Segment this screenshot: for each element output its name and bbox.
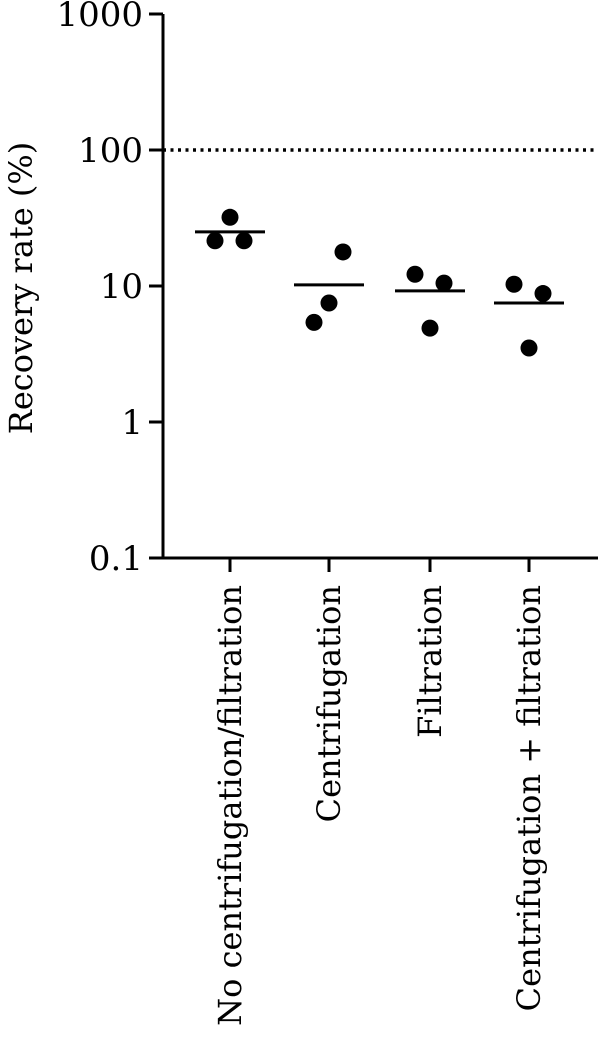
category-labels: No centrifugation/filtration Centrifugati… (211, 585, 548, 1026)
data-point (221, 208, 239, 226)
data-point (206, 232, 224, 250)
data-point (534, 285, 552, 303)
data-point (235, 232, 253, 250)
data-point (406, 265, 424, 283)
data-point (520, 339, 538, 357)
y-tick-labels: 0.1 1 10 100 1000 (56, 0, 143, 579)
data-point (505, 275, 523, 293)
axes (149, 12, 598, 572)
y-tick-label: 1 (121, 403, 143, 443)
data-point (334, 243, 352, 261)
category-label: Centrifugation (310, 585, 348, 822)
data-point (320, 294, 338, 312)
data-point (435, 274, 453, 292)
y-tick-label: 100 (78, 131, 143, 171)
data-point (305, 313, 323, 331)
y-tick-label: 10 (100, 267, 143, 307)
data-point (421, 319, 439, 337)
category-label: Centrifugation + filtration (510, 585, 548, 1011)
y-axis-title: Recovery rate (%) (2, 142, 40, 435)
y-tick-label: 1000 (56, 0, 143, 35)
category-label: No centrifugation/filtration (211, 585, 249, 1026)
category-label: Filtration (411, 585, 449, 738)
y-tick-label: 0.1 (89, 539, 143, 579)
data-marks (195, 208, 564, 357)
